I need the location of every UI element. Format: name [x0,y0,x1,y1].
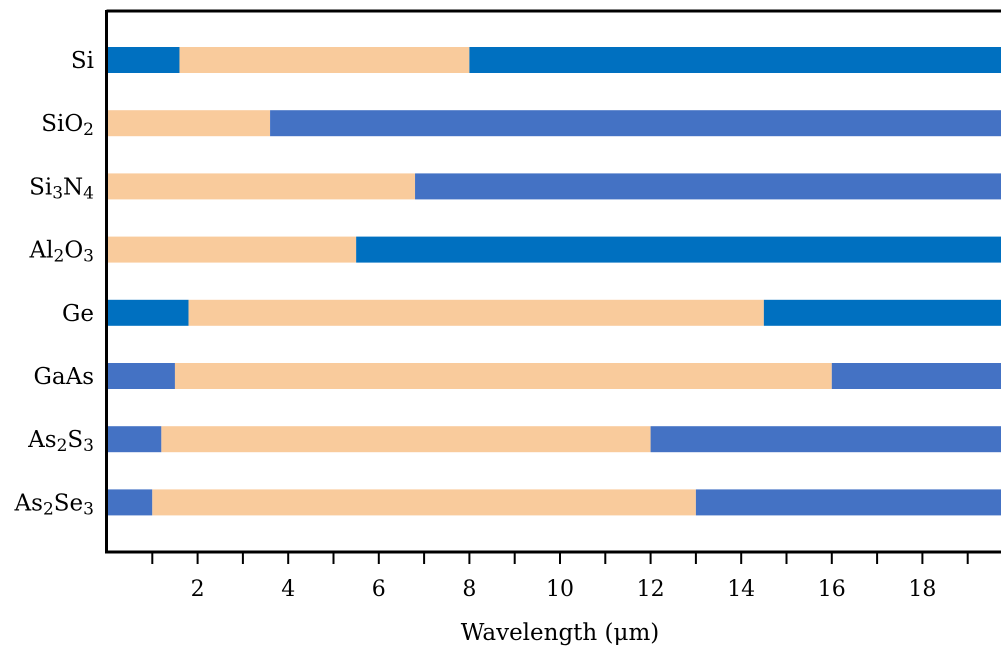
bar-absorbing-long [415,173,1001,200]
category-labels: Si SiO2 Si3N4 Al2O3 Ge GaAs As2S3 As2Se3 [14,48,94,520]
bar-transparent-window [107,110,271,137]
material-row [107,110,1001,137]
bar-absorbing-long [650,426,1001,453]
axes-layer [105,9,1001,554]
category-label: Al2O3 [29,238,94,267]
material-row [107,173,1001,200]
category-label: SiO2 [41,111,94,140]
bar-absorbing-short [107,489,153,516]
category-label: Si3N4 [29,174,94,203]
bar-transparent-window [179,47,470,73]
material-row [107,363,1001,389]
material-row [107,489,1001,516]
bar-absorbing-short [107,299,189,326]
bar-transparent-window [188,299,764,326]
category-label: GaAs [34,364,95,390]
x-tick-label: 4 [281,577,295,602]
x-tick-label: 12 [637,577,665,602]
bar-absorbing-long [763,299,1001,326]
bar-transparent-window [174,363,832,389]
x-ticks: 2 4 6 8 10 12 14 16 18 [151,552,969,602]
bar-transparent-window [107,236,357,263]
material-row [107,299,1001,326]
x-tick-label: 10 [546,577,574,602]
bar-absorbing-long [831,363,1001,389]
category-label: Ge [62,301,94,327]
bar-absorbing-long [270,110,1001,137]
bar-absorbing-short [107,363,175,389]
x-tick-label: 16 [818,577,846,602]
bar-absorbing-long [695,489,1001,516]
bar-transparent-window [107,173,416,200]
bars-layer [107,47,1001,516]
bar-transparent-window [152,489,696,516]
bar-absorbing-long [356,236,1001,263]
material-row [107,426,1001,453]
bar-absorbing-short [107,47,180,73]
x-tick-label: 2 [191,577,205,602]
category-label: As2S3 [27,427,94,456]
x-tick-label: 14 [727,577,755,602]
category-label: As2Se3 [14,490,94,519]
bar-absorbing-short [107,426,162,453]
bar-absorbing-long [469,47,1001,73]
material-row [107,236,1001,263]
material-row [107,47,1001,73]
x-tick-label: 8 [462,577,476,602]
x-tick-label: 18 [908,577,936,602]
x-tick-label: 6 [372,577,386,602]
bar-transparent-window [161,426,651,453]
category-label: Si [71,48,94,74]
x-axis-title: Wavelength (μm) [461,620,660,646]
